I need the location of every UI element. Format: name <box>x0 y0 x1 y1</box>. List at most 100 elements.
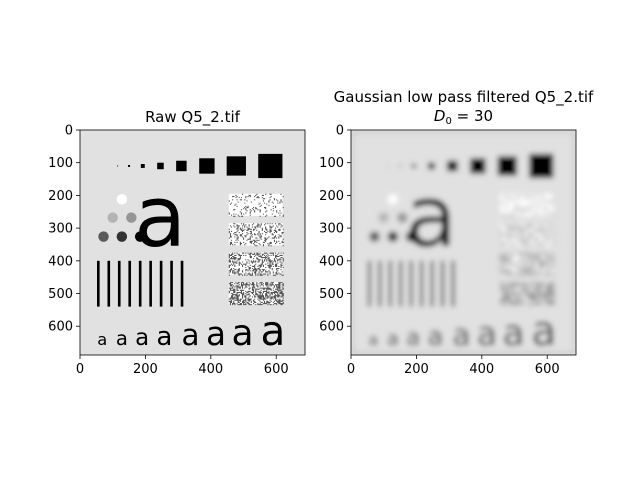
y-tick-label: 500 <box>48 287 73 302</box>
letter-a: a <box>477 315 497 353</box>
noise-rectangle <box>499 282 555 306</box>
x-tick-label: 200 <box>133 362 158 377</box>
square <box>447 160 458 172</box>
blur-edge <box>351 130 576 355</box>
vertical-bar <box>430 260 434 307</box>
raw-image-panel: Raw Q5_2.tif aa a a a a a a a 0 200 400 600 0 100 200… <box>48 108 306 378</box>
square <box>411 164 416 168</box>
y-tick-label: 100 <box>319 156 344 171</box>
square <box>399 164 402 167</box>
vertical-bar <box>378 260 382 307</box>
square <box>157 162 164 170</box>
vertical-bar <box>451 260 455 307</box>
y-tick-label: 300 <box>319 222 344 237</box>
x-tick-label: 400 <box>198 362 223 377</box>
x-tick-label: 200 <box>404 362 429 377</box>
vertical-bar <box>107 260 111 307</box>
square <box>388 165 390 167</box>
filtered-image-subtitle: D0 = 30 <box>434 107 493 127</box>
square <box>529 153 554 179</box>
y-tick-label: 200 <box>319 189 344 204</box>
circle <box>116 194 128 205</box>
y-tick-label: 500 <box>319 287 344 302</box>
letter-a: a <box>453 318 471 352</box>
x-tick-label: 400 <box>469 362 494 377</box>
circle <box>116 231 128 242</box>
circle <box>98 231 109 242</box>
filtered-image: aa a a a a a a a <box>351 130 576 355</box>
x-tick-label: 0 <box>347 362 355 377</box>
circle <box>405 231 417 242</box>
x-tick-label: 600 <box>264 362 289 377</box>
vertical-bar <box>180 260 184 307</box>
square <box>470 158 486 174</box>
square <box>140 164 145 168</box>
letter-a: a <box>135 325 149 351</box>
raw-image-axes: 0 200 400 600 0 100 200 300 400 500 600 <box>48 124 288 378</box>
letter-a: a <box>232 313 254 354</box>
vertical-bar <box>388 260 392 307</box>
vertical-bar <box>409 260 413 307</box>
noise-rectangle <box>499 223 555 247</box>
y-tick-label: 0 <box>336 124 344 139</box>
filtered-image-panel: Gaussian low pass filtered Q5_2.tif D0 =… <box>319 88 594 377</box>
noise-rectangle <box>228 223 284 247</box>
letter-a: a <box>387 327 399 350</box>
circle <box>387 231 399 242</box>
circle <box>126 212 137 223</box>
vertical-bar <box>170 260 173 307</box>
square <box>128 164 131 167</box>
filtered-image-frame <box>350 129 577 356</box>
noise-rectangle <box>499 252 555 276</box>
circle <box>378 212 389 223</box>
circle <box>387 194 399 205</box>
raw-image-title: Raw Q5_2.tif <box>145 108 241 127</box>
square <box>497 156 517 176</box>
letter-a: a <box>427 322 443 352</box>
vertical-bar <box>149 260 152 307</box>
vertical-bar <box>128 260 132 307</box>
vertical-bar <box>368 260 371 307</box>
square <box>117 165 119 167</box>
big-letter: a <box>405 168 457 267</box>
filtered-image-title: Gaussian low pass filtered Q5_2.tif <box>334 88 594 107</box>
x-tick-label: 0 <box>76 362 84 377</box>
y-tick-label: 0 <box>65 124 73 139</box>
square <box>226 156 246 176</box>
letter-a: a <box>368 330 378 349</box>
vertical-bar <box>97 260 100 307</box>
vertical-bar <box>138 260 142 307</box>
letter-a: a <box>182 318 200 352</box>
letter-a: a <box>406 325 420 351</box>
letter-a: a <box>206 315 226 353</box>
vertical-bar <box>420 260 423 307</box>
circle <box>369 231 380 242</box>
raw-image: aa a a a a a a a <box>80 130 305 355</box>
noise-rectangle <box>228 282 284 306</box>
y-tick-label: 400 <box>48 254 73 269</box>
letter-a: a <box>503 313 525 354</box>
vertical-bar <box>159 260 163 307</box>
filtered-image-axes: 0 200 400 600 0 100 200 300 400 500 600 <box>319 124 559 378</box>
noise-rectangle <box>228 193 284 217</box>
vertical-bar <box>399 260 403 307</box>
noise-rectangle <box>228 252 284 276</box>
square <box>199 158 215 174</box>
square <box>428 162 435 170</box>
square <box>176 160 187 172</box>
square <box>258 153 283 179</box>
raw-image-frame <box>79 129 306 356</box>
y-tick-label: 200 <box>48 189 73 204</box>
y-tick-label: 100 <box>48 156 73 171</box>
circle <box>134 231 146 242</box>
noise-rectangle <box>499 193 555 217</box>
y-tick-label: 300 <box>48 222 73 237</box>
letter-a: a <box>532 307 557 355</box>
circle <box>107 212 118 223</box>
letter-a: a <box>261 307 286 355</box>
letter-a: a <box>97 330 107 349</box>
circle <box>397 212 408 223</box>
vertical-bar <box>117 260 121 307</box>
big-letter: a <box>134 168 186 267</box>
